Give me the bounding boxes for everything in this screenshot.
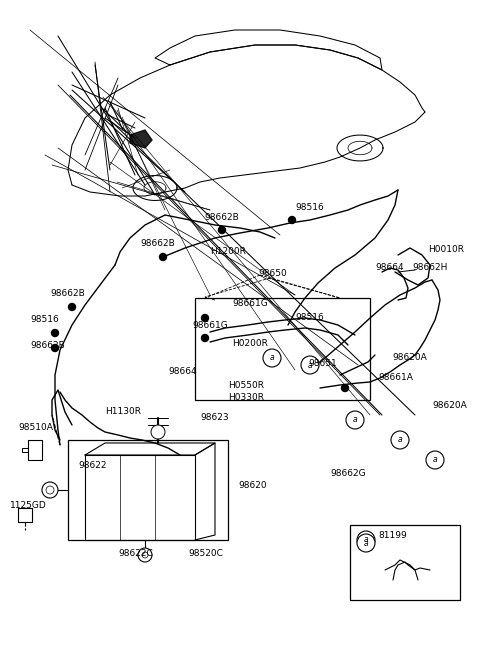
Text: 98662B: 98662B [140,240,175,248]
Text: 98622: 98622 [78,460,107,470]
Circle shape [288,217,296,223]
Text: 98661G: 98661G [192,320,228,329]
Text: 98664: 98664 [168,367,197,377]
Text: 98661A: 98661A [378,373,413,383]
Circle shape [263,349,281,367]
Circle shape [46,486,54,494]
Text: 98510A: 98510A [18,424,53,432]
Text: 98662G: 98662G [330,468,366,477]
Text: a: a [364,538,368,548]
Circle shape [391,431,409,449]
Circle shape [301,356,319,374]
Circle shape [346,411,364,429]
Text: 98662B: 98662B [30,341,65,350]
Circle shape [357,534,375,552]
Text: 98650: 98650 [258,269,287,278]
Text: a: a [270,354,274,362]
Circle shape [151,425,165,439]
Text: 98622C: 98622C [118,548,153,557]
Text: H0200R: H0200R [232,339,268,348]
Text: a: a [398,436,402,445]
Text: a: a [308,360,312,369]
Text: 98520C: 98520C [188,548,223,557]
Text: H0550R: H0550R [228,381,264,390]
Text: 98623: 98623 [200,413,228,422]
Circle shape [218,227,226,233]
Circle shape [202,314,208,322]
Text: H0330R: H0330R [228,392,264,402]
Circle shape [357,531,375,549]
Text: 98662H: 98662H [412,263,447,272]
Text: 98664: 98664 [375,263,404,272]
Text: 98516: 98516 [295,202,324,212]
Text: 98620A: 98620A [432,402,467,411]
Bar [350,525,460,600]
Bar [68,440,228,540]
Text: H1200R: H1200R [210,248,246,257]
Circle shape [159,253,167,261]
Text: 1125GD: 1125GD [10,500,47,510]
Bar [195,298,370,400]
Text: a: a [432,455,437,464]
Text: 98620: 98620 [238,481,266,489]
Circle shape [341,384,348,392]
Circle shape [69,303,75,310]
Circle shape [426,451,444,469]
Circle shape [202,335,208,341]
Text: 98651: 98651 [308,360,337,369]
Text: 98516: 98516 [30,316,59,324]
Text: a: a [353,415,357,424]
Circle shape [51,329,59,337]
Text: H1130R: H1130R [105,407,141,417]
Text: a: a [364,536,368,544]
Text: H0010R: H0010R [428,246,464,255]
Text: 98661G: 98661G [232,299,268,307]
Circle shape [142,552,148,558]
Circle shape [138,548,152,562]
Text: 98516: 98516 [295,314,324,322]
Text: 98662B: 98662B [204,214,240,223]
Text: 98662B: 98662B [50,288,85,297]
Text: 98620A: 98620A [392,354,427,362]
Polygon shape [130,130,152,148]
Circle shape [42,482,58,498]
Text: 81199: 81199 [378,531,407,540]
Circle shape [51,345,59,352]
